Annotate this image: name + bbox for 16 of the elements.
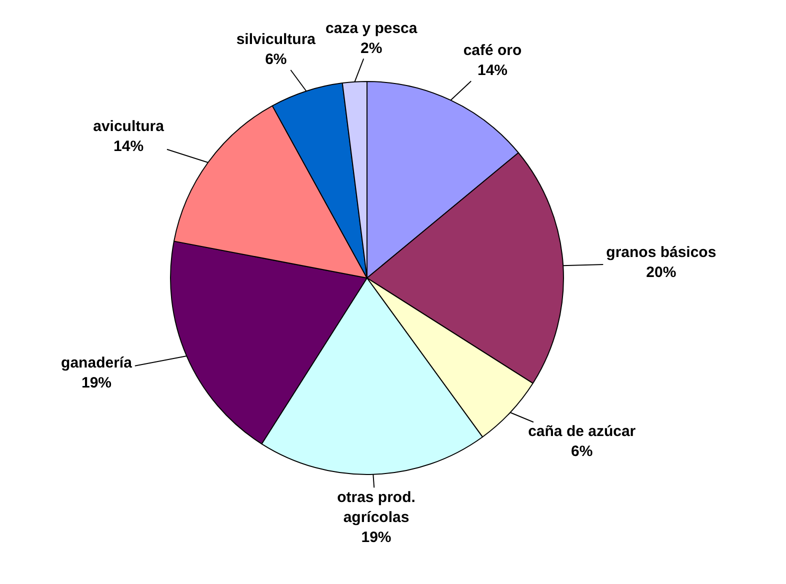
data-label: 19% [81,374,112,392]
slice-label: avicultura [93,118,165,136]
slice-label: café oro [463,42,522,60]
data-label: 2% [360,40,382,57]
slice-label: granos básicos [606,244,716,262]
slice-label: otras prod. agrícolas [337,488,416,526]
data-label: 14% [114,138,144,156]
slice-label: caña de azúcar [528,423,636,440]
data-label: 6% [571,443,593,460]
slice-label: ganadería [61,354,133,372]
slice-label: caza y pesca [326,20,418,37]
data-label: 19% [361,528,392,546]
data-label: 20% [646,264,676,282]
data-label: 14% [477,62,508,80]
slice-label: silvicultura [236,31,316,48]
data-label: 6% [265,51,287,68]
